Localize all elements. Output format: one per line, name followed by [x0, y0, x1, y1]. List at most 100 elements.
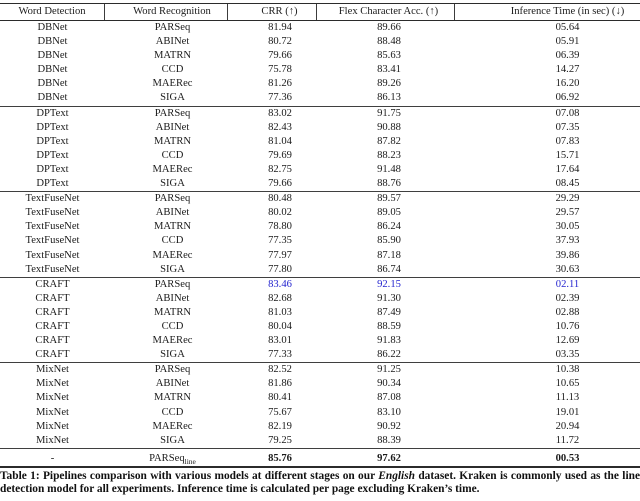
table-cell: 91.48: [377, 163, 401, 175]
table-cell: 39.86: [555, 249, 580, 261]
table-cell: DPText: [36, 178, 69, 190]
table-cell: MAERec: [152, 163, 193, 175]
table-cell: 37.93: [555, 235, 580, 247]
model-subscript: line: [184, 456, 196, 466]
table-cell: 88.23: [377, 149, 401, 161]
table-row: DPText SIGA 79.66 88.76 08.45: [0, 177, 640, 191]
table-cell: 86.13: [377, 92, 401, 104]
table-cell: SIGA: [160, 92, 185, 104]
caption-text-end: dataset. Kraken is commonly used as the …: [0, 469, 640, 496]
table-cell: 79.25: [268, 434, 292, 446]
table-row: TextFuseNet MATRN 78.80 86.24 30.05: [0, 220, 640, 234]
table-cell: 87.08: [377, 392, 401, 404]
table-cell: TextFuseNet: [25, 235, 80, 247]
table-cell: 08.45: [555, 178, 580, 190]
table-cell: 81.94: [268, 22, 292, 33]
table-cell: 82.68: [268, 292, 292, 304]
table-row: TextFuseNet MAERec 77.97 87.18 39.86: [0, 249, 640, 263]
table-cell: 81.04: [268, 135, 292, 147]
table-cell: 86.22: [377, 349, 401, 361]
table-cell: 78.80: [268, 221, 292, 233]
table-cell: 79.66: [268, 50, 292, 62]
table-cell: MATRN: [153, 221, 192, 233]
table-row: MixNet PARSeq 82.52 91.25 10.38: [0, 363, 640, 377]
table-cell: ABINet: [155, 292, 190, 304]
table-cell: TextFuseNet: [25, 193, 80, 205]
table-cell: MAERec: [152, 420, 193, 432]
table-body: DBNet PARSeq 81.94 89.66 05.64 DBNet ABINet 80.…: [0, 21, 640, 448]
table-cell: MAERec: [152, 78, 193, 90]
table-row: DBNet SIGA 77.36 86.13 06.92: [0, 91, 640, 105]
table-cell: 87.49: [377, 306, 401, 318]
table-cell: MATRN: [153, 392, 192, 404]
table-cell: PARSeq: [154, 278, 191, 290]
table-cell: 77.97: [268, 249, 292, 261]
table-cell: SIGA: [160, 263, 185, 275]
table-row: MixNet CCD 75.67 83.10 19.01: [0, 406, 640, 420]
table-row: DBNet MAERec 81.26 89.26 16.20: [0, 77, 640, 91]
table-cell: 89.66: [377, 22, 401, 33]
table-cell: TextFuseNet: [25, 221, 80, 233]
table-cell: 89.26: [377, 78, 401, 90]
table-cell-flex: 97.62: [377, 452, 401, 464]
table-cell: 82.19: [268, 420, 292, 432]
table-row: CRAFT MAERec 83.01 91.83 12.69: [0, 334, 640, 348]
table-cell: MixNet: [36, 406, 69, 418]
table-cell: DBNet: [37, 22, 68, 33]
table-group: CRAFT PARSeq 83.46 92.15 02.11 CRAFT ABINet 82.…: [0, 276, 640, 363]
table-cell: 20.94: [555, 420, 580, 432]
table-cell: 02.39: [555, 292, 580, 304]
table-header-row: Word Detection Word Recognition CRR (↑) …: [0, 4, 640, 21]
table-cell: 77.36: [268, 92, 292, 104]
table-cell: DPText: [36, 163, 69, 175]
table-cell: 75.78: [268, 64, 292, 76]
table-cell: SIGA: [160, 349, 185, 361]
table-cell: DPText: [36, 121, 69, 133]
table-row: MixNet ABINet 81.86 90.34 10.65: [0, 377, 640, 391]
table-cell: 19.01: [555, 406, 580, 418]
table-cell: 91.83: [377, 335, 401, 347]
table-group: MixNet PARSeq 82.52 91.25 10.38 MixNet ABINet 8…: [0, 362, 640, 448]
table-row: CRAFT PARSeq 83.46 92.15 02.11: [0, 278, 640, 292]
table-cell: 83.10: [377, 406, 401, 418]
table-cell-detection: -: [50, 452, 55, 464]
table-cell: 90.34: [377, 378, 401, 390]
table-cell: 02.88: [555, 306, 580, 318]
table-row: DBNet PARSeq 81.94 89.66 05.64: [0, 21, 640, 35]
table-cell: 06.92: [555, 92, 580, 104]
table-cell: CRAFT: [35, 292, 70, 304]
table-cell: 77.35: [268, 235, 292, 247]
table-cell: 29.29: [555, 193, 580, 205]
column-header-inference-time: Inference Time (in sec) (↓): [510, 6, 625, 17]
model-name: PARSeq: [149, 452, 185, 464]
table-cell: 86.74: [377, 263, 401, 275]
table-cell: 10.38: [555, 364, 580, 376]
table-cell: 80.41: [268, 392, 292, 404]
table-cell: DBNet: [37, 64, 68, 76]
table-cell: DBNet: [37, 92, 68, 104]
table-cell: 90.88: [377, 121, 401, 133]
table-cell: ABINet: [155, 36, 190, 48]
table-cell: 06.39: [555, 50, 580, 62]
table-cell-crr: 85.76: [268, 452, 292, 464]
table-cell: ABINet: [155, 121, 190, 133]
table-row: TextFuseNet PARSeq 80.48 89.57 29.29: [0, 192, 640, 206]
table-cell: 81.03: [268, 306, 292, 318]
table-cell: 77.33: [268, 349, 292, 361]
table-cell: 87.82: [377, 135, 401, 147]
table-cell: TextFuseNet: [25, 207, 80, 219]
table-cell: TextFuseNet: [25, 263, 80, 275]
column-header-word-recognition: Word Recognition: [105, 4, 228, 20]
table-row: DBNet CCD 75.78 83.41 14.27: [0, 63, 640, 77]
table-cell: CCD: [161, 320, 184, 332]
table-row: CRAFT CCD 80.04 88.59 10.76: [0, 320, 640, 334]
table-cell: CRAFT: [35, 349, 70, 361]
table-cell: 81.26: [268, 78, 292, 90]
table-cell: 30.63: [555, 263, 580, 275]
table-cell: CRAFT: [35, 320, 70, 332]
table-cell: 85.90: [377, 235, 401, 247]
table-cell: 88.48: [377, 36, 401, 48]
table-cell: ABINet: [155, 378, 190, 390]
table-cell: SIGA: [160, 434, 185, 446]
